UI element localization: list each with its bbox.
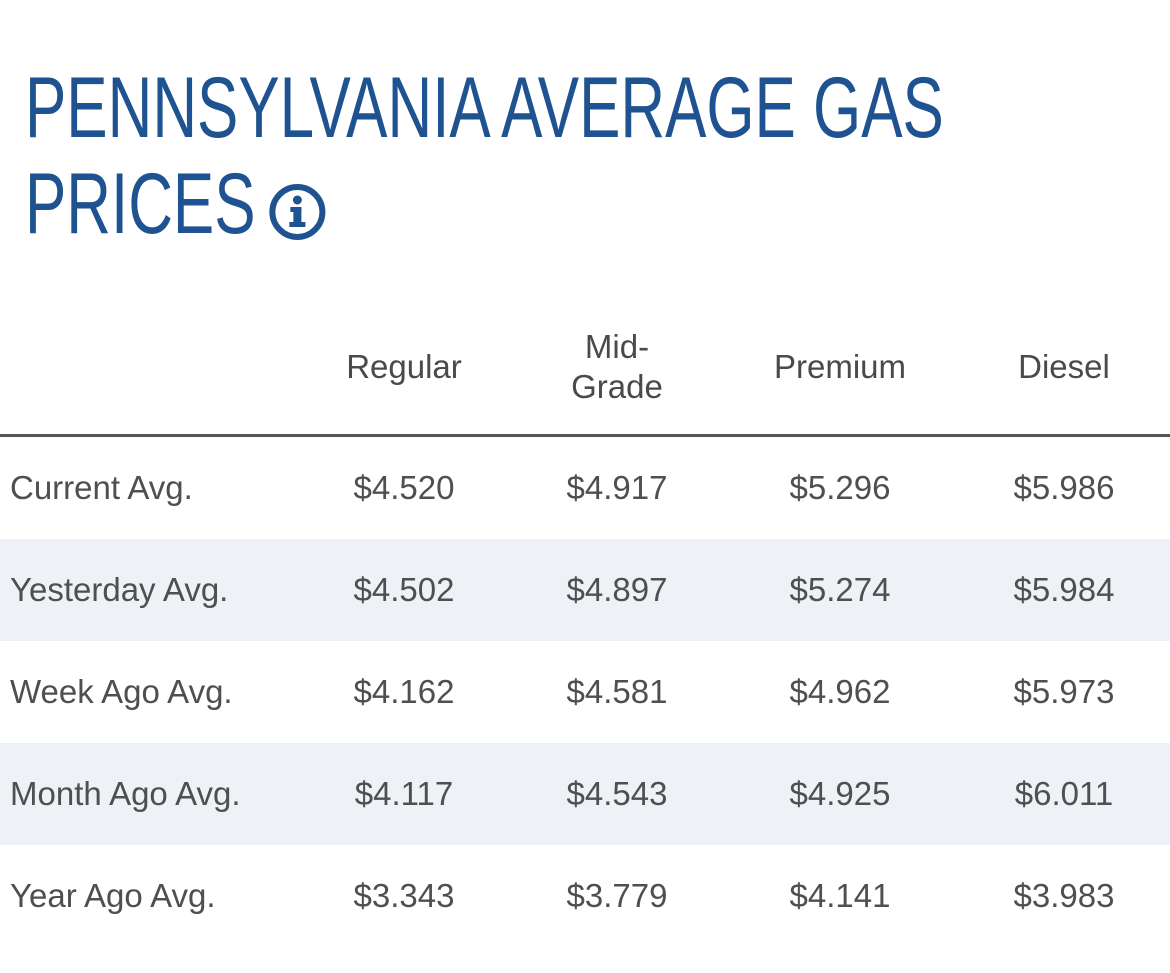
price-diesel: $5.986 [1013,469,1115,506]
title-line-2: PRICES [25,156,256,252]
title-line-1: PENNSYLVANIA AVERAGE GAS [25,60,944,156]
price-regular: $4.162 [353,673,455,710]
price-regular: $4.502 [353,571,455,608]
price-mid-grade: $4.581 [566,673,668,710]
row-label: Current Avg. [10,469,193,506]
table-header-row: Regular Mid- Grade Premium Diesel [0,300,1170,437]
price-diesel: $5.973 [1013,673,1115,710]
row-label: Yesterday Avg. [10,571,229,608]
row-label: Week Ago Avg. [10,673,233,710]
price-premium: $4.925 [789,775,891,812]
column-header-premium: Premium [773,348,907,385]
price-regular: $4.520 [353,469,455,506]
page-title: PENNSYLVANIA AVERAGE GAS PRICES [25,60,944,252]
row-label: Year Ago Avg. [10,877,216,914]
price-diesel: $6.011 [1014,775,1114,812]
price-diesel: $5.984 [1013,571,1115,608]
price-diesel: $3.983 [1013,877,1115,914]
gas-price-table: Regular Mid- Grade Premium Diesel Curren… [0,300,1170,947]
price-mid-grade: $3.779 [566,877,668,914]
table-row: Year Ago Avg. $3.343 $3.779 $4.141 $3.98… [0,845,1170,947]
table-row: Yesterday Avg. $4.502 $4.897 $5.274 $5.9… [0,539,1170,641]
column-header-diesel: Diesel [1018,348,1110,385]
price-premium: $5.274 [789,571,891,608]
price-mid-grade: $4.897 [566,571,668,608]
price-premium: $5.296 [789,469,891,506]
price-regular: $4.117 [354,775,454,812]
table-row: Week Ago Avg. $4.162 $4.581 $4.962 $5.97… [0,641,1170,743]
column-header-regular: Regular [346,348,462,385]
price-premium: $4.962 [789,673,891,710]
table-row: Current Avg. $4.520 $4.917 $5.296 $5.986 [0,437,1170,539]
column-header-mid-grade: Mid- Grade [571,328,663,405]
price-premium: $4.141 [789,877,891,914]
info-circle-icon[interactable] [269,164,327,240]
price-mid-grade: $4.543 [566,775,668,812]
row-label: Month Ago Avg. [10,775,241,812]
price-mid-grade: $4.917 [566,469,668,506]
table-row: Month Ago Avg. $4.117 $4.543 $4.925 $6.0… [0,743,1170,845]
price-regular: $3.343 [353,877,455,914]
